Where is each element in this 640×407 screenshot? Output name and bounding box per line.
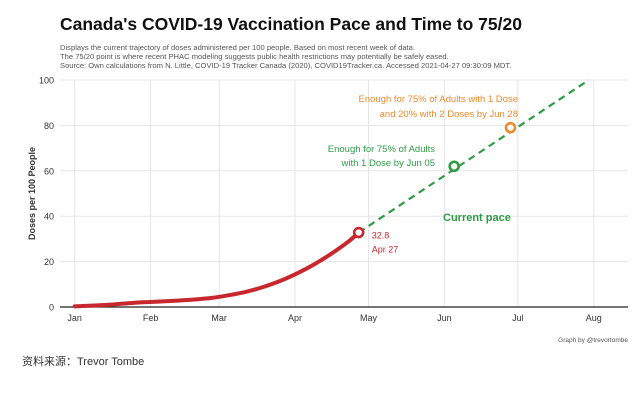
x-tick-label: Jul [512,313,524,323]
source-caption: 资料来源：Trevor Tombe [22,356,145,368]
x-tick-label: Feb [143,313,159,323]
subtitle-line-3: Source: Own calculations from N. Little,… [60,61,512,70]
y-tick-label: 40 [44,212,54,222]
subtitle-line-2: The 75/20 point is where recent PHAC mod… [60,52,449,61]
graph-credit: Graph by @trevortombe [558,337,628,344]
chart-title: Canada's COVID-19 Vaccination Pace and T… [60,14,522,34]
marker-target-75-1dose [448,160,460,173]
x-tick-label: Mar [211,313,227,323]
marker-target-7520 [504,121,517,134]
x-tick-label: Aug [586,313,602,323]
y-tick-label: 100 [39,76,54,86]
projection-line-current-pace [358,79,590,234]
actual-doses-line [72,230,361,309]
marker-current [352,226,365,239]
y-tick-label: 20 [44,257,54,267]
current-pace-label: Current pace [443,212,511,224]
subtitle-line-1: Displays the current trajectory of doses… [60,43,415,52]
target-75-1dose-label-line-1: Enough for 75% of Adults [328,144,435,155]
target-7520-label-line-1: Enough for 75% of Adults with 1 Dose [359,94,519,105]
x-tick-label: May [360,313,378,323]
current-value-label: 32.8 [372,231,390,241]
x-tick-label: Apr [288,313,302,323]
current-date-label: Apr 27 [372,245,399,255]
target-7520-label-line-2: and 20% with 2 Doses by Jun 28 [380,109,518,120]
target-75-1dose-label-line-2: with 1 Dose by Jun 05 [341,158,435,169]
x-tick-label: Jan [67,313,82,323]
y-axis-label: Doses per 100 People [27,147,37,240]
x-tick-label: Jun [437,313,452,323]
y-tick-label: 0 [49,303,54,313]
y-tick-label: 80 [44,121,54,131]
y-tick-label: 60 [44,166,54,176]
